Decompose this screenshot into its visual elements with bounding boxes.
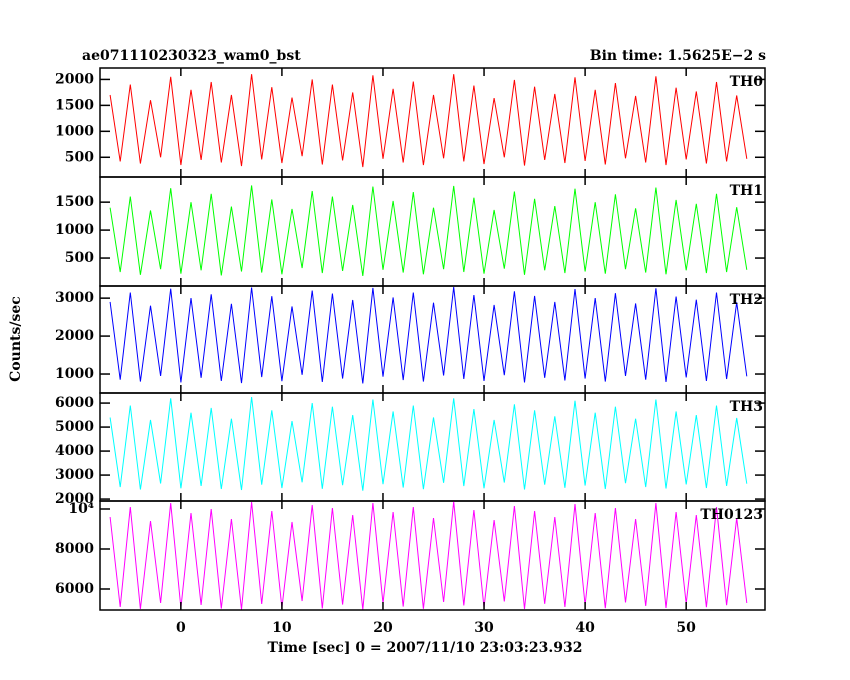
panel-label: TH0 bbox=[730, 74, 764, 90]
data-line bbox=[109, 501, 748, 610]
panel-frame bbox=[99, 500, 766, 611]
y-tick-label: 6000 bbox=[55, 581, 94, 597]
data-line bbox=[109, 74, 748, 168]
chart-title: ae071110230323_wam0_bst bbox=[82, 48, 301, 64]
chart-subtitle: Bin time: 1.5625E−2 s bbox=[590, 48, 766, 64]
y-tick-label: 2000 bbox=[55, 491, 94, 507]
x-axis-label: Time [sec] 0 = 2007/11/10 23:03:23.932 bbox=[268, 640, 583, 656]
y-tick-label: 4000 bbox=[55, 443, 94, 459]
y-tick-label: 2000 bbox=[55, 328, 94, 344]
x-tick-label: 0 bbox=[176, 620, 186, 636]
y-axis-label: Counts/sec bbox=[8, 296, 24, 382]
y-tick-label: 3000 bbox=[55, 467, 94, 483]
y-tick-label: 10⁴ bbox=[68, 501, 94, 517]
panel-label: TH3 bbox=[730, 399, 763, 415]
data-line bbox=[109, 185, 748, 276]
x-tick-label: 50 bbox=[676, 620, 696, 636]
x-tick-label: 40 bbox=[575, 620, 595, 636]
y-tick-label: 5000 bbox=[55, 419, 94, 435]
y-tick-label: 1500 bbox=[55, 97, 94, 113]
y-tick-label: 2000 bbox=[55, 71, 94, 87]
x-tick-label: 20 bbox=[373, 620, 393, 636]
y-tick-label: 3000 bbox=[55, 290, 94, 306]
panel-label: TH0123 bbox=[700, 507, 763, 523]
y-tick-label: 1000 bbox=[55, 366, 94, 382]
x-tick-label: 10 bbox=[272, 620, 292, 636]
panel-label: TH1 bbox=[730, 183, 763, 199]
y-tick-label: 1000 bbox=[55, 123, 94, 139]
data-line bbox=[109, 287, 748, 384]
y-tick-label: 1500 bbox=[55, 194, 94, 210]
data-line bbox=[109, 397, 748, 491]
x-tick-label: 30 bbox=[474, 620, 494, 636]
y-tick-label: 6000 bbox=[55, 395, 94, 411]
y-tick-label: 1000 bbox=[55, 222, 94, 238]
y-tick-label: 8000 bbox=[55, 541, 94, 557]
y-tick-label: 500 bbox=[65, 149, 94, 165]
panel-label: TH2 bbox=[730, 292, 763, 308]
y-tick-label: 500 bbox=[65, 250, 94, 266]
